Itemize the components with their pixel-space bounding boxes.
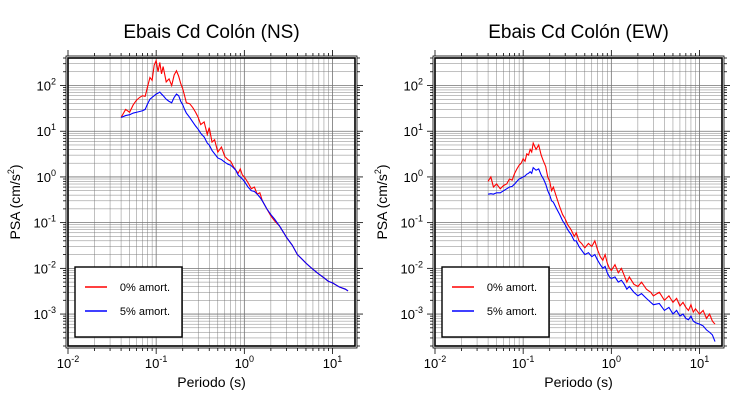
legend-box (74, 266, 183, 338)
y-axis-label-close: ) (7, 164, 23, 169)
x-tick-label-base: 10 (145, 356, 159, 371)
x-tick-label-exp: -2 (438, 354, 446, 364)
y-tick-label: 101 (37, 122, 56, 139)
y-tick-label-base: 10 (401, 307, 415, 322)
x-axis-label: Periodo (s) (177, 374, 245, 390)
y-axis-label: PSA (cm/s2) (373, 164, 390, 239)
y-tick-label: 10-3 (34, 305, 56, 322)
y-tick-label-exp: 0 (418, 168, 423, 178)
x-tick-label-exp: 0 (249, 354, 254, 364)
x-axis-label: Periodo (s) (544, 374, 612, 390)
y-tick-label: 10-3 (401, 305, 423, 322)
x-tick-label: 101 (323, 354, 342, 371)
y-tick-label: 101 (404, 122, 423, 139)
x-tick-label: 101 (690, 354, 709, 371)
x-tick-label: 10-2 (57, 354, 79, 371)
plot-frame (434, 57, 723, 347)
plot-frame-outer (432, 55, 725, 349)
x-tick-label-base: 10 (690, 356, 704, 371)
x-tick-label-base: 10 (424, 356, 438, 371)
x-tick-label-base: 10 (57, 356, 71, 371)
y-tick-label-exp: -3 (415, 305, 423, 315)
y-axis-label-sup: 2 (373, 169, 383, 174)
legend-label: 0% amort. (120, 282, 170, 294)
y-tick-label: 10-1 (34, 214, 56, 231)
y-tick-label: 10-1 (401, 214, 423, 231)
x-tick-label-exp: 1 (337, 354, 342, 364)
x-tick-label-exp: 1 (704, 354, 709, 364)
y-tick-label-base: 10 (401, 261, 415, 276)
y-tick-label-base: 10 (401, 216, 415, 231)
x-tick-label-exp: -2 (71, 354, 79, 364)
series-line-1 (487, 166, 716, 342)
series-line-1 (120, 91, 349, 292)
x-tick-label: 100 (602, 354, 621, 371)
y-axis-label-main: PSA (cm/s (374, 174, 390, 239)
x-tick-label-base: 10 (602, 356, 616, 371)
x-tick-label: 10-2 (424, 354, 446, 371)
y-tick-label-exp: -3 (48, 305, 56, 315)
y-tick-label: 100 (404, 168, 423, 185)
y-tick-label-exp: 1 (51, 122, 56, 132)
y-tick-label: 100 (37, 168, 56, 185)
y-tick-label: 10-2 (34, 259, 56, 276)
y-axis-label-sup: 2 (6, 169, 16, 174)
y-tick-label-base: 10 (34, 307, 48, 322)
legend-label: 0% amort. (487, 282, 537, 294)
grid-lines (434, 57, 722, 347)
chart-title: Ebais Cd Colón (EW) (488, 22, 669, 43)
legend-label: 5% amort. (120, 306, 170, 318)
y-tick-label: 102 (37, 77, 56, 94)
y-tick-label-base: 10 (37, 170, 51, 185)
y-axis-label: PSA (cm/s2) (6, 164, 23, 239)
x-tick-label: 10-1 (145, 354, 167, 371)
y-tick-label-exp: 2 (51, 77, 56, 87)
y-tick-label-exp: 0 (51, 168, 56, 178)
x-tick-label: 100 (235, 354, 254, 371)
y-tick-label: 10-2 (401, 259, 423, 276)
x-tick-label-exp: -1 (526, 354, 534, 364)
y-tick-label-exp: -1 (48, 214, 56, 224)
legend-box (441, 266, 550, 338)
y-tick-label-base: 10 (404, 170, 418, 185)
axis-ticks (427, 50, 730, 354)
y-tick-label-exp: -2 (415, 259, 423, 269)
y-tick-label-base: 10 (37, 79, 51, 94)
y-axis-label-main: PSA (cm/s (7, 174, 23, 239)
x-tick-label: 10-1 (512, 354, 534, 371)
x-tick-label-base: 10 (235, 356, 249, 371)
y-tick-label-exp: -1 (415, 214, 423, 224)
x-tick-label-base: 10 (512, 356, 526, 371)
y-tick-label-base: 10 (34, 216, 48, 231)
axis-ticks (60, 50, 363, 354)
plot-frame-outer (65, 55, 358, 349)
y-tick-label-base: 10 (404, 124, 418, 139)
y-axis-label-close: ) (374, 164, 390, 169)
y-tick-label-base: 10 (404, 79, 418, 94)
plot-frame (67, 57, 356, 347)
series-line-0 (487, 141, 716, 325)
chart-panel-1: 10-2 10-1 100 10110-310-210-1100101102Ebais… (373, 22, 730, 390)
chart-panel-0: 10-2 10-1 100 10110-310-210-1100101102Ebais… (6, 22, 363, 390)
y-tick-label-exp: 2 (418, 77, 423, 87)
grid-lines (67, 57, 355, 347)
x-tick-label-exp: 0 (616, 354, 621, 364)
y-tick-label: 102 (404, 77, 423, 94)
chart-title: Ebais Cd Colón (NS) (123, 22, 299, 43)
legend-label: 5% amort. (487, 306, 537, 318)
y-tick-label-base: 10 (37, 124, 51, 139)
x-tick-label-base: 10 (323, 356, 337, 371)
y-tick-label-base: 10 (34, 261, 48, 276)
x-tick-label-exp: -1 (159, 354, 167, 364)
y-tick-label-exp: -2 (48, 259, 56, 269)
y-tick-label-exp: 1 (418, 122, 423, 132)
